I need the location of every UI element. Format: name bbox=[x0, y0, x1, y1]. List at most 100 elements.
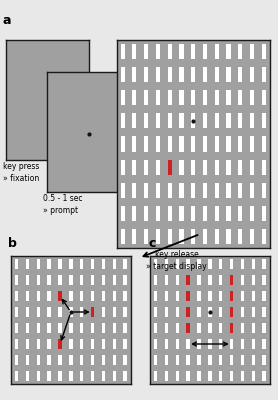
Bar bbox=[262, 291, 266, 301]
Bar bbox=[121, 44, 125, 59]
Bar bbox=[132, 113, 136, 128]
Bar bbox=[69, 355, 73, 365]
Bar bbox=[250, 229, 254, 244]
Bar bbox=[230, 371, 233, 381]
Bar bbox=[121, 229, 125, 244]
Bar bbox=[132, 183, 136, 198]
Bar bbox=[123, 291, 127, 301]
Bar bbox=[168, 206, 172, 221]
Bar bbox=[113, 307, 116, 317]
Bar bbox=[238, 67, 242, 82]
Bar bbox=[144, 44, 148, 59]
Bar bbox=[219, 339, 222, 349]
Bar bbox=[250, 160, 254, 175]
Bar bbox=[191, 183, 195, 198]
Bar bbox=[102, 307, 105, 317]
Bar bbox=[36, 339, 40, 349]
Bar bbox=[187, 355, 190, 365]
Bar bbox=[250, 90, 254, 105]
Bar bbox=[154, 307, 157, 317]
Bar bbox=[165, 259, 168, 269]
Bar bbox=[208, 355, 212, 365]
Bar bbox=[191, 136, 195, 152]
Bar bbox=[262, 371, 266, 381]
Bar bbox=[168, 160, 172, 175]
Bar bbox=[26, 259, 29, 269]
Bar bbox=[227, 229, 230, 244]
Bar bbox=[165, 371, 168, 381]
Bar bbox=[179, 113, 183, 128]
Bar bbox=[132, 160, 136, 175]
Bar bbox=[227, 160, 230, 175]
Bar bbox=[154, 275, 157, 285]
Bar bbox=[48, 259, 51, 269]
Bar bbox=[227, 206, 230, 221]
Bar bbox=[219, 291, 222, 301]
Bar bbox=[36, 291, 40, 301]
Bar bbox=[15, 259, 18, 269]
Bar bbox=[48, 307, 51, 317]
Bar bbox=[80, 371, 83, 381]
Bar bbox=[123, 323, 127, 333]
Bar bbox=[102, 323, 105, 333]
Bar bbox=[48, 371, 51, 381]
Bar bbox=[215, 90, 219, 105]
Bar bbox=[241, 307, 244, 317]
Bar bbox=[252, 259, 255, 269]
Bar bbox=[102, 339, 105, 349]
Bar bbox=[208, 307, 212, 317]
Bar bbox=[36, 307, 40, 317]
Bar bbox=[215, 206, 219, 221]
Bar bbox=[48, 291, 51, 301]
Bar bbox=[230, 355, 233, 365]
Text: c: c bbox=[149, 237, 156, 250]
Bar bbox=[215, 136, 219, 152]
Bar bbox=[154, 291, 157, 301]
Bar bbox=[208, 371, 212, 381]
Bar bbox=[252, 307, 255, 317]
Bar bbox=[215, 67, 219, 82]
Bar bbox=[15, 291, 18, 301]
Text: key release
» target display: key release » target display bbox=[146, 250, 207, 271]
Bar bbox=[262, 275, 266, 285]
Bar bbox=[102, 371, 105, 381]
Bar bbox=[80, 291, 83, 301]
Bar bbox=[262, 355, 266, 365]
Bar bbox=[69, 339, 73, 349]
Bar bbox=[219, 323, 222, 333]
Bar bbox=[252, 371, 255, 381]
Bar bbox=[203, 113, 207, 128]
Bar bbox=[36, 275, 40, 285]
Bar bbox=[262, 44, 266, 59]
Bar bbox=[26, 371, 29, 381]
Bar bbox=[203, 90, 207, 105]
Bar bbox=[197, 275, 201, 285]
Bar bbox=[252, 275, 255, 285]
Bar bbox=[179, 160, 183, 175]
Bar bbox=[113, 339, 116, 349]
Bar bbox=[80, 355, 83, 365]
Text: 0.5 - 1 sec
» prompt: 0.5 - 1 sec » prompt bbox=[43, 194, 83, 215]
Bar bbox=[121, 136, 125, 152]
Bar bbox=[252, 339, 255, 349]
Bar bbox=[179, 90, 183, 105]
Bar bbox=[215, 113, 219, 128]
Bar bbox=[48, 355, 51, 365]
Bar bbox=[48, 275, 51, 285]
Bar bbox=[252, 355, 255, 365]
Bar bbox=[197, 307, 201, 317]
Bar bbox=[36, 259, 40, 269]
Bar bbox=[203, 44, 207, 59]
Bar bbox=[262, 307, 266, 317]
Bar bbox=[15, 371, 18, 381]
Bar bbox=[58, 259, 62, 269]
Bar bbox=[36, 355, 40, 365]
Bar bbox=[26, 275, 29, 285]
Bar bbox=[132, 136, 136, 152]
Bar bbox=[203, 67, 207, 82]
Bar bbox=[91, 371, 94, 381]
Bar bbox=[227, 183, 230, 198]
Bar bbox=[168, 90, 172, 105]
Bar bbox=[69, 371, 73, 381]
Bar bbox=[113, 323, 116, 333]
